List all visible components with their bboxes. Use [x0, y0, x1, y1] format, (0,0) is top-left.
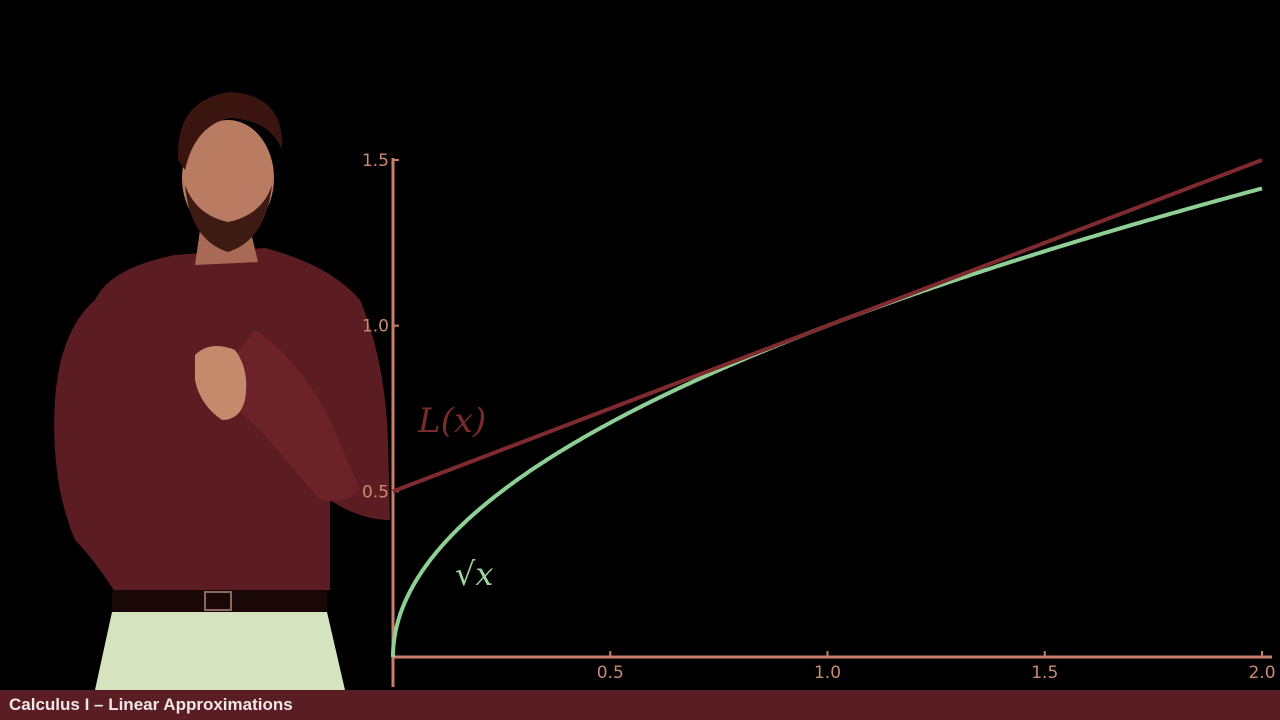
presenter-buckle — [204, 591, 232, 611]
y-tick-label: 0.5 — [362, 482, 389, 502]
presenter-face — [182, 120, 274, 236]
presenter-shirt — [54, 248, 391, 600]
presenter-arm — [215, 330, 360, 502]
presenter-beard — [185, 185, 272, 252]
presenter-figure — [54, 92, 391, 690]
presenter-hair — [177, 92, 283, 170]
footer-bar: Calculus I – Linear Approximations — [0, 690, 1280, 720]
x-tick-label: 0.5 — [597, 663, 624, 683]
y-tick-label: 1.5 — [362, 151, 389, 171]
chart-ticks: 0.5 1.0 1.5 2.0 0.5 1.0 1.5 — [362, 151, 1276, 683]
chart-annotations: L(x) √x — [417, 401, 493, 593]
chart-axes — [391, 158, 1272, 687]
x-tick-label: 1.0 — [814, 663, 841, 683]
sqrt-curve — [391, 186, 1263, 657]
chart-series — [391, 158, 1263, 657]
video-title: Calculus I – Linear Approximations — [9, 695, 293, 714]
x-tick-label: 1.5 — [1031, 663, 1058, 683]
presenter-pants — [95, 612, 345, 690]
tangent-line — [392, 158, 1263, 494]
tangent-line-label: L(x) — [417, 401, 486, 441]
y-tick-label: 1.0 — [362, 317, 389, 337]
sqrt-curve-label: √x — [455, 555, 493, 593]
x-tick-label: 2.0 — [1248, 663, 1275, 683]
presenter-hand — [195, 346, 247, 420]
presenter-belt — [112, 590, 327, 612]
